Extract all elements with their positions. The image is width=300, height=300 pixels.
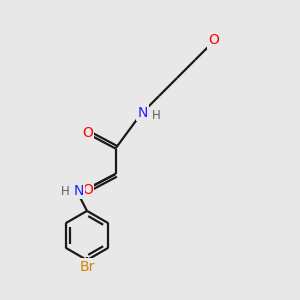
Text: H: H: [152, 109, 161, 122]
Text: N: N: [137, 106, 148, 120]
Text: N: N: [74, 184, 84, 198]
Text: O: O: [82, 183, 93, 197]
Text: H: H: [61, 184, 70, 198]
Text: O: O: [208, 34, 219, 47]
Text: Br: Br: [79, 260, 95, 274]
Text: O: O: [82, 126, 93, 140]
